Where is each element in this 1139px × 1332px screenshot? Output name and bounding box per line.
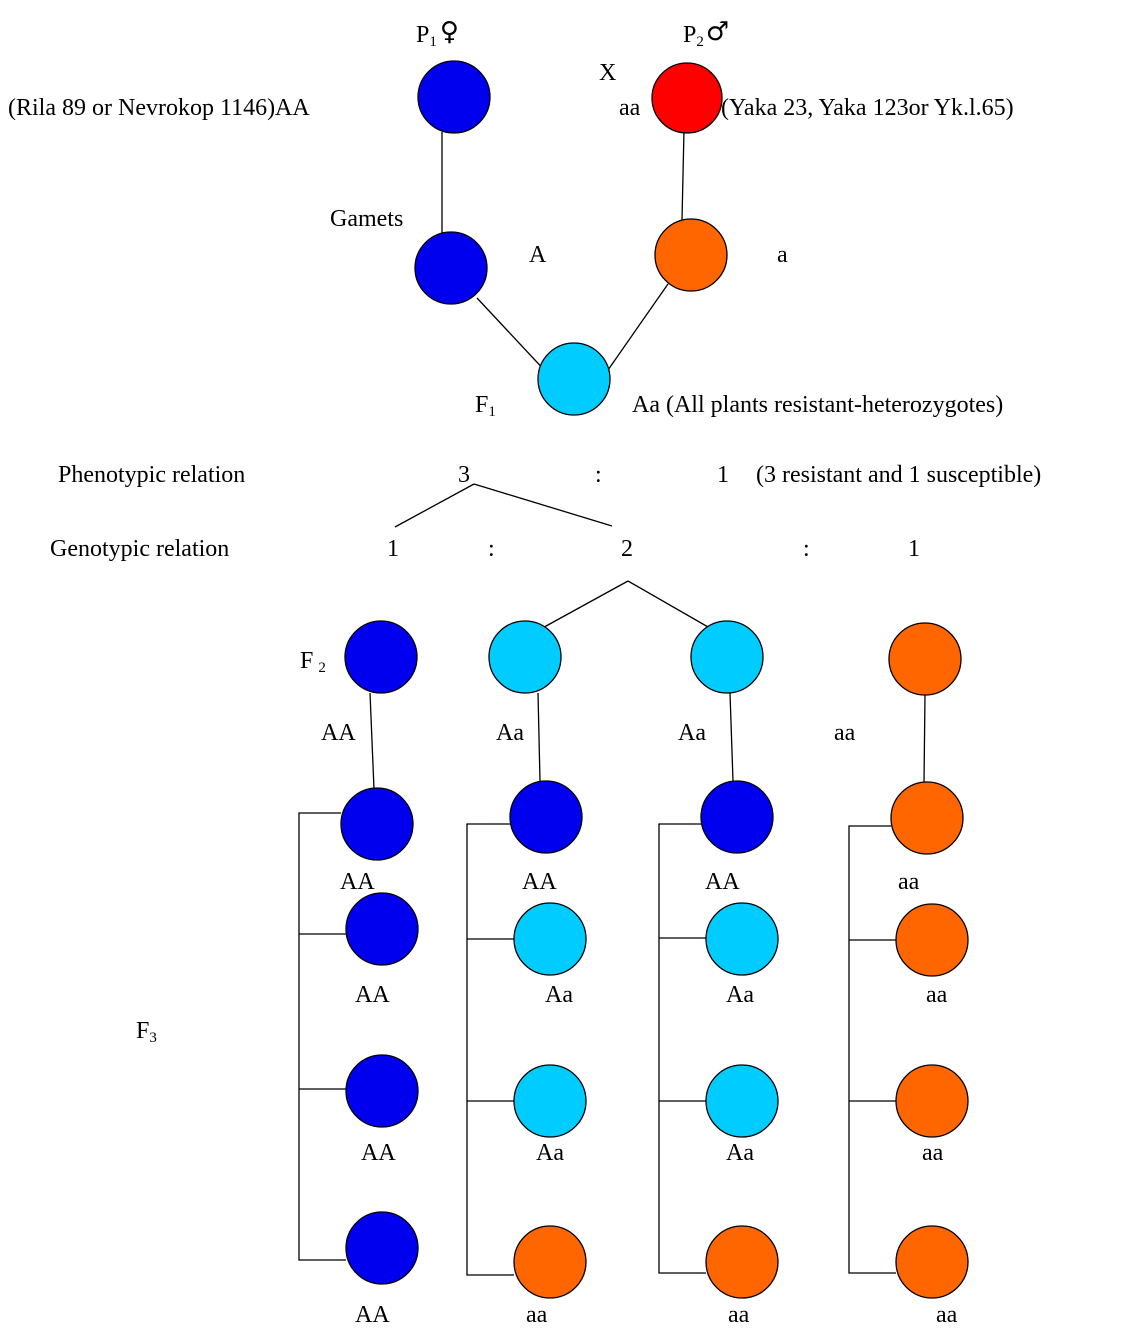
connector-lines xyxy=(298,129,926,1276)
f3-circle-4-1 xyxy=(890,781,964,855)
f2-circle-1 xyxy=(344,620,418,694)
f3-genotype-3-2: Aa xyxy=(726,982,754,1008)
f3-circle-4-4 xyxy=(895,1225,969,1299)
phenotypic-ratio-left: 3 xyxy=(458,462,470,488)
f3-circle-4-3 xyxy=(895,1064,969,1138)
p2-label: P2♂ xyxy=(683,17,729,50)
genotypic-ratio-3: 1 xyxy=(908,536,920,562)
f2-to-f3-line-2 xyxy=(537,692,541,782)
genotype-to-f2-line-left xyxy=(536,580,629,632)
f2-to-f3-line-1 xyxy=(369,692,375,790)
f3-genotype-4-3: aa xyxy=(922,1140,944,1166)
f3-circle-1-2 xyxy=(345,892,419,966)
genotypic-ratio-2: 2 xyxy=(621,536,633,562)
f2-genotype-3: Aa xyxy=(678,720,706,746)
f3-circle-2-3 xyxy=(513,1064,587,1138)
gamete-a-to-f1-line xyxy=(476,297,549,375)
p2-cultivar-label: (Yaka 23, Yaka 123or Yk.l.65) xyxy=(721,95,1014,121)
f3-circle-3-3 xyxy=(705,1064,779,1138)
f2-circle-3 xyxy=(690,620,764,694)
f3-genotype-3-3: Aa xyxy=(726,1140,754,1166)
gamete-a-allele: A xyxy=(529,242,547,268)
f3-genotype-4-2: aa xyxy=(926,982,948,1008)
f3-bracket-3 xyxy=(658,823,706,1274)
f3-genotype-3-4: aa xyxy=(728,1302,750,1328)
f3-circle-1-4 xyxy=(345,1211,419,1285)
f3-circle-1-3 xyxy=(345,1054,419,1128)
p1-cultivar-label: (Rila 89 or Nevrokop 1146)AA xyxy=(8,95,310,121)
f2-genotype-1: AA xyxy=(321,720,356,746)
plant-circles xyxy=(340,60,969,1299)
gamete-b-circle xyxy=(654,218,728,292)
phenotypic-ratio-right: 1 xyxy=(717,462,729,488)
f1-genotype-description: Aa (All plants resistant-heterozygotes) xyxy=(632,392,1003,418)
f2-genotype-2: Aa xyxy=(496,720,524,746)
f3-genotype-4-1: aa xyxy=(898,869,920,895)
f2-to-f3-line-3 xyxy=(729,692,734,782)
f2-circle-2 xyxy=(488,620,562,694)
phenotypic-ratio-colon: : xyxy=(595,462,602,488)
f3-genotype-1-4: AA xyxy=(355,1302,390,1328)
f3-circle-3-4 xyxy=(705,1225,779,1299)
f1-circle xyxy=(537,342,611,416)
genotype-to-f2-line-right xyxy=(627,580,716,632)
phenotypic-ratio-note: (3 resistant and 1 susceptible) xyxy=(756,462,1041,488)
f3-circle-1-1 xyxy=(340,787,414,861)
cross-symbol: X xyxy=(599,60,616,86)
f3-generation-label: F3 xyxy=(136,1018,157,1046)
f3-genotype-2-2: Aa xyxy=(545,982,573,1008)
f2-genotype-4: aa xyxy=(834,720,856,746)
gametes-label: Gamets xyxy=(330,206,403,232)
f3-bracket-4 xyxy=(848,825,896,1274)
f2-circle-4 xyxy=(888,622,962,696)
f3-genotype-1-1: AA xyxy=(340,869,375,895)
p1-parent-circle xyxy=(417,60,491,134)
f3-genotype-1-3: AA xyxy=(361,1140,396,1166)
f3-circle-2-2 xyxy=(513,902,587,976)
f3-bracket-1 xyxy=(298,812,346,1261)
male-symbol-icon: ♂ xyxy=(706,17,729,47)
f3-genotype-2-1: AA xyxy=(522,869,557,895)
gamete-a-circle xyxy=(414,231,488,305)
f3-circle-2-4 xyxy=(513,1225,587,1299)
phenotype-to-genotype-line-left xyxy=(394,483,475,528)
f3-genotype-1-2: AA xyxy=(355,982,390,1008)
gamete-b-allele: a xyxy=(777,242,788,268)
genotypic-ratio-1: 1 xyxy=(387,536,399,562)
f3-genotype-3-1: AA xyxy=(705,869,740,895)
phenotypic-relation-label: Phenotypic relation xyxy=(58,462,245,488)
f3-circle-3-2 xyxy=(705,902,779,976)
f3-circle-3-1 xyxy=(700,780,774,854)
f3-genotype-4-4: aa xyxy=(936,1302,958,1328)
genotypic-ratio-colon-2: : xyxy=(803,536,810,562)
f3-genotype-2-3: Aa xyxy=(536,1140,564,1166)
f2-to-f3-line-4 xyxy=(923,694,926,783)
genotypic-relation-label: Genotypic relation xyxy=(50,536,229,562)
female-symbol-icon: ♀ xyxy=(440,17,459,47)
f1-generation-label: F1 xyxy=(475,392,496,420)
p2-to-gamete-line xyxy=(681,129,685,221)
p1-label: P1 ♀ xyxy=(416,17,459,50)
gamete-b-to-f1-line xyxy=(607,283,669,371)
f3-genotype-2-4: aa xyxy=(526,1302,548,1328)
genotypic-ratio-colon-1: : xyxy=(488,536,495,562)
p2-parent-circle xyxy=(651,62,723,134)
p2-genotype-label: aa xyxy=(619,95,641,121)
f3-circle-4-2 xyxy=(895,903,969,977)
f3-circle-2-1 xyxy=(509,780,583,854)
phenotype-to-genotype-line-right xyxy=(473,483,613,527)
f3-bracket-2 xyxy=(466,823,514,1276)
